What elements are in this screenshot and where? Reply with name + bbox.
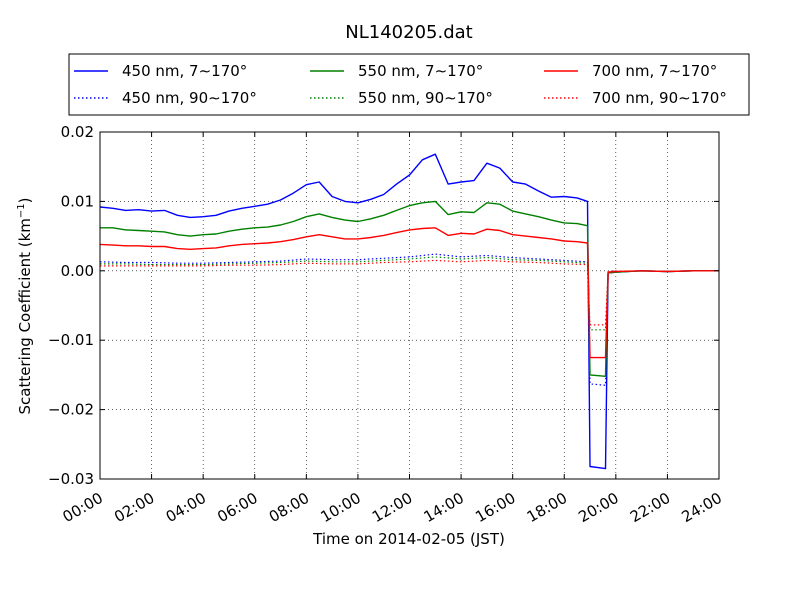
x-tick-label: 10:00	[317, 489, 363, 526]
series-line-5	[100, 259, 616, 326]
y-axis-label-tail: )	[16, 197, 34, 203]
legend-label-2: 700 nm, 7∼170°	[592, 62, 717, 80]
y-axis-label-superscript: −1	[16, 203, 27, 218]
y-tick-labels: 0.02 0.01 0.00 −0.01 −0.02 −0.03	[48, 123, 94, 488]
x-tick-labels: 00:00 02:00 04:00 06:00 08:00 10:00 12:00 14:00…	[60, 489, 725, 526]
x-tick-label: 12:00	[369, 489, 415, 526]
legend: 450 nm, 7∼170° 550 nm, 7∼170° 700 nm, 7∼17…	[68, 53, 750, 116]
y-tick-label: 0.00	[61, 262, 94, 280]
legend-label-3: 450 nm, 90∼170°	[122, 89, 257, 107]
legend-label-4: 550 nm, 90∼170°	[358, 89, 493, 107]
grid	[100, 132, 719, 479]
series-line-2	[100, 227, 719, 359]
x-tick-label: 06:00	[214, 489, 260, 526]
chart-title: NL140205.dat	[345, 22, 472, 43]
y-tick-label: 0.02	[61, 123, 94, 141]
y-tick-label: 0.01	[61, 192, 94, 210]
ticks	[99, 131, 720, 480]
x-tick-label: 24:00	[679, 489, 725, 526]
x-tick-label: 16:00	[472, 489, 518, 526]
x-tick-label: 20:00	[575, 489, 621, 526]
legend-label-1: 550 nm, 7∼170°	[358, 62, 483, 80]
legend-box	[68, 53, 750, 116]
y-tick-label: −0.02	[48, 401, 94, 419]
y-tick-label: −0.03	[48, 470, 94, 488]
y-axis-label-main: Scattering Coefficient (km	[16, 218, 34, 414]
x-tick-label: 22:00	[627, 489, 673, 526]
series-line-3	[100, 253, 616, 386]
legend-label-5: 700 nm, 90∼170°	[592, 89, 727, 107]
y-axis-label: Scattering Coefficient (km−1)	[16, 197, 34, 414]
x-tick-label: 00:00	[60, 489, 106, 526]
x-tick-label: 18:00	[524, 489, 570, 526]
x-tick-label: 02:00	[111, 489, 157, 526]
x-tick-label: 08:00	[266, 489, 312, 526]
series-line-4	[100, 256, 616, 331]
series-group	[100, 153, 719, 470]
y-tick-label: −0.01	[48, 331, 94, 349]
legend-label-0: 450 nm, 7∼170°	[122, 62, 247, 80]
x-axis-label: Time on 2014-02-05 (JST)	[312, 530, 505, 548]
x-tick-label: 04:00	[163, 489, 209, 526]
x-tick-label: 14:00	[421, 489, 467, 526]
